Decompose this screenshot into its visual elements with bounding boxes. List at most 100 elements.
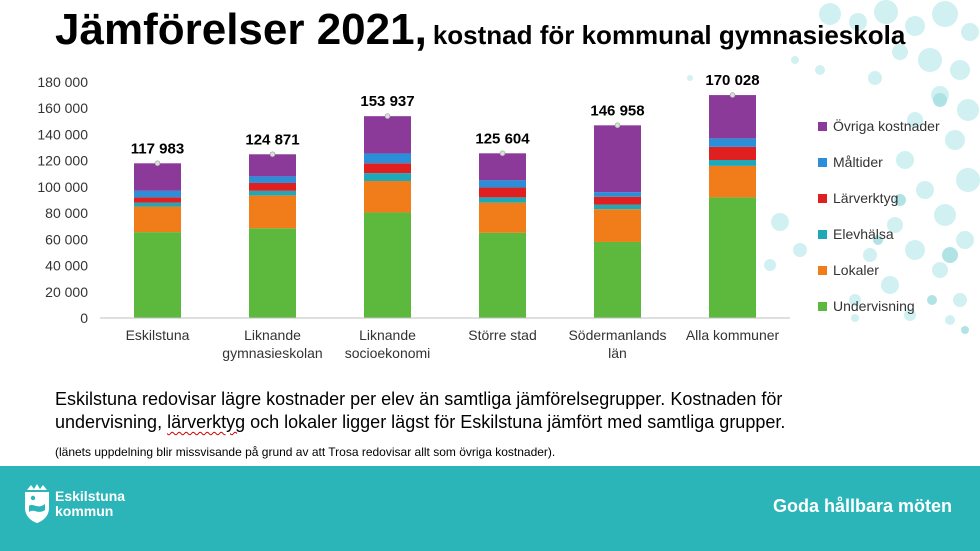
bar-segment (134, 190, 181, 198)
x-tick-label: Liknande (359, 327, 416, 343)
bar-segment (479, 202, 526, 233)
data-label: 153 937 (360, 93, 414, 110)
footer-bar: Eskilstuna kommun Goda hållbara möten (0, 466, 980, 551)
bar-segment (364, 212, 411, 318)
data-label: 146 958 (590, 102, 644, 119)
y-tick-label: 140 000 (37, 126, 88, 142)
legend-swatch (818, 229, 827, 239)
x-tick-label: Södermanlands (568, 327, 666, 343)
y-tick-label: 160 000 (37, 100, 88, 116)
chart-legend: Övriga kostnader Måltider Lärverktyg Elevhä… (818, 108, 940, 324)
slogan: Goda hållbara möten (772, 496, 952, 516)
bar-segment (249, 154, 296, 177)
title-subtitle: kostnad för kommunal gymnasieskola (432, 20, 906, 50)
logo-line-2: kommun (55, 503, 114, 519)
bar-segment (249, 195, 296, 229)
legend-item: Lokaler (818, 252, 940, 288)
x-tick-label: Eskilstuna (126, 327, 190, 343)
summary-text: Eskilstuna redovisar lägre kostnader per… (55, 388, 855, 434)
y-tick-label: 0 (80, 310, 88, 326)
bar-segment (709, 165, 756, 198)
bar-segment (594, 125, 641, 193)
legend-label: Lokaler (833, 262, 879, 278)
summary-text-part1: Eskilstuna redovisar lägre kostnader per… (55, 389, 783, 432)
legend-swatch (818, 265, 827, 275)
legend-swatch (818, 157, 827, 167)
spellcheck-word: lärverktyg (167, 412, 246, 432)
total-marker (729, 92, 736, 98)
title-main: Jämförelser 2021, (55, 5, 427, 54)
x-tick-label: Större stad (468, 327, 536, 343)
y-tick-label: 60 000 (45, 231, 88, 247)
municipality-logo: Eskilstuna kommun (22, 484, 125, 524)
y-tick-label: 80 000 (45, 205, 88, 221)
legend-label: Måltider (833, 154, 883, 170)
x-tick-label: gymnasieskolan (222, 345, 322, 361)
logo-text: Eskilstuna kommun (55, 489, 125, 519)
page-title: Jämförelser 2021, kostnad för kommunal gy… (55, 5, 906, 54)
y-tick-label: 40 000 (45, 258, 88, 274)
bar-segment (249, 176, 296, 183)
y-tick-label: 120 000 (37, 153, 88, 169)
stacked-bar-chart: 0 20 000 40 000 60 000 80 000 100 000 120 000 1… (37, 72, 790, 361)
bar-segment (709, 197, 756, 318)
bar-segment (479, 153, 526, 181)
bar-segment (594, 204, 641, 210)
bar-segment (134, 206, 181, 233)
crown-shield-icon (25, 484, 49, 523)
bar-segment (594, 241, 641, 318)
bar-segment (364, 116, 411, 154)
x-tick-label: Liknande (244, 327, 301, 343)
legend-item: Elevhälsa (818, 216, 940, 252)
bar-segment (479, 180, 526, 188)
legend-label: Lärverktyg (833, 190, 899, 206)
bar-segment (709, 160, 756, 166)
total-marker (154, 160, 161, 167)
legend-item: Måltider (818, 144, 940, 180)
bar-segment (364, 180, 411, 213)
bar-segment (364, 173, 411, 181)
legend-label: Undervisning (833, 298, 915, 314)
bar-segment (594, 196, 641, 205)
bar-segment (479, 197, 526, 203)
legend-swatch (818, 121, 827, 131)
data-label: 117 983 (131, 140, 184, 157)
bar-segment (709, 138, 756, 147)
legend-item: Lärverktyg (818, 180, 940, 216)
bar-segment (709, 146, 756, 161)
bar-segment (709, 95, 756, 139)
legend-label: Övriga kostnader (833, 118, 940, 134)
x-tick-label: socioekonomi (345, 345, 431, 361)
bar-segment (249, 228, 296, 318)
total-marker (614, 122, 621, 129)
bar-segment (594, 209, 641, 242)
y-tick-label: 100 000 (37, 179, 88, 195)
legend-item: Undervisning (818, 288, 940, 324)
legend-item: Övriga kostnader (818, 108, 940, 144)
data-label: 124 871 (245, 131, 299, 148)
legend-label: Elevhälsa (833, 226, 894, 242)
data-label: 125 604 (475, 130, 530, 147)
bar-segment (134, 232, 181, 318)
bar-segment (134, 202, 181, 207)
data-label: 170 028 (705, 72, 759, 89)
total-marker (269, 151, 276, 158)
bar-segment (134, 197, 181, 203)
total-marker (499, 150, 506, 157)
bar-segment (364, 163, 411, 174)
bar-segment (249, 190, 296, 196)
total-marker (384, 113, 391, 119)
y-tick-label: 180 000 (37, 74, 88, 90)
footnote: (länets uppdelning blir missvisande på g… (55, 445, 556, 459)
bar-segment (249, 182, 296, 191)
y-tick-label: 20 000 (45, 284, 88, 300)
bar-segment (479, 232, 526, 318)
legend-swatch (818, 193, 827, 203)
summary-text-part2: och lokaler ligger lägst för Eskilstuna … (245, 412, 786, 432)
logo-line-1: Eskilstuna (55, 488, 126, 504)
bar-segment (364, 153, 411, 164)
bar-segment (134, 163, 181, 191)
bar-segment (594, 192, 641, 197)
legend-swatch (818, 301, 827, 311)
bar-segment (479, 187, 526, 198)
